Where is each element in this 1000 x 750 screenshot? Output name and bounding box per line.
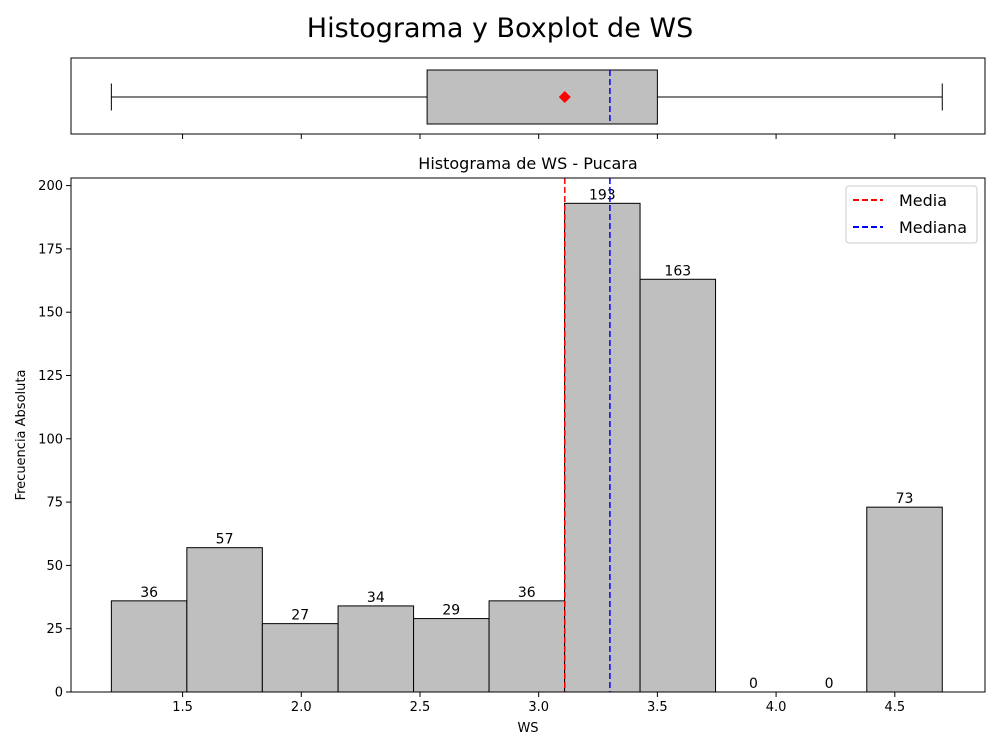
bar-value-label: 0 — [749, 676, 758, 692]
bar-value-label: 57 — [216, 532, 234, 548]
x-tick-label: 4.0 — [766, 700, 787, 715]
bar-value-label: 0 — [825, 676, 834, 692]
histogram-bar — [488, 600, 566, 693]
histogram-bar — [110, 600, 188, 693]
histogram-bar — [261, 623, 339, 693]
histogram-panel: Histograma de WS - Pucara 36 57 27 34 29 36 19… — [14, 154, 986, 736]
boxplot-panel — [70, 57, 986, 139]
histogram-bar — [337, 605, 415, 693]
bar-value-label: 29 — [442, 603, 460, 619]
legend-label-media: Media — [899, 191, 947, 210]
y-tick-label: 50 — [46, 559, 63, 574]
histogram-bar — [639, 278, 717, 693]
histogram-bar — [564, 202, 641, 693]
bar-value-label: 36 — [140, 585, 158, 601]
y-tick-label: 175 — [38, 242, 63, 257]
histogram-bars — [110, 202, 943, 693]
x-tick-label: 2.0 — [291, 700, 312, 715]
histogram-bar — [866, 506, 943, 693]
bar-value-label: 163 — [664, 263, 691, 279]
reference-lines — [564, 178, 611, 692]
x-axis-ticks: 1.5 2.0 2.5 3.0 3.5 4.0 4.5 — [172, 692, 905, 715]
bar-labels: 36 57 27 34 29 36 193 163 0 0 73 — [140, 187, 913, 692]
x-tick-label: 3.0 — [528, 700, 549, 715]
chart-title: Histograma de WS - Pucara — [418, 154, 637, 173]
y-axis-label: Frecuencia Absoluta — [14, 370, 29, 501]
bar-value-label: 36 — [518, 585, 536, 601]
histogram-frame — [70, 177, 986, 693]
x-tick-label: 3.5 — [647, 700, 668, 715]
x-axis-label: WS — [517, 721, 538, 736]
y-tick-label: 100 — [38, 432, 63, 447]
bar-value-label: 193 — [589, 187, 616, 203]
boxplot-elements — [110, 69, 943, 125]
bar-value-label: 27 — [291, 608, 309, 624]
bar-value-label: 73 — [896, 491, 914, 507]
histogram-bar — [413, 618, 490, 693]
x-tick-label: 4.5 — [884, 700, 905, 715]
legend: Media Mediana — [845, 185, 978, 244]
boxplot-mean-marker — [558, 91, 571, 103]
y-tick-label: 75 — [46, 496, 63, 511]
legend-frame — [845, 185, 978, 244]
figure-title: Histograma y Boxplot de WS — [307, 13, 693, 44]
y-tick-label: 150 — [38, 306, 63, 321]
histogram-bar — [186, 547, 263, 693]
x-tick-label: 1.5 — [172, 700, 193, 715]
boxplot-frame — [70, 57, 986, 135]
y-tick-label: 0 — [55, 686, 63, 701]
y-tick-label: 25 — [46, 622, 63, 637]
y-tick-label: 200 — [38, 179, 63, 194]
y-axis-ticks: 0 25 50 75 100 125 150 175 200 — [38, 179, 71, 701]
y-tick-label: 125 — [38, 369, 63, 384]
legend-label-mediana: Mediana — [899, 218, 967, 237]
bar-value-label: 34 — [367, 590, 385, 606]
boxplot-x-ticks — [182, 134, 896, 139]
boxplot-box — [426, 69, 658, 125]
x-tick-label: 2.5 — [410, 700, 431, 715]
